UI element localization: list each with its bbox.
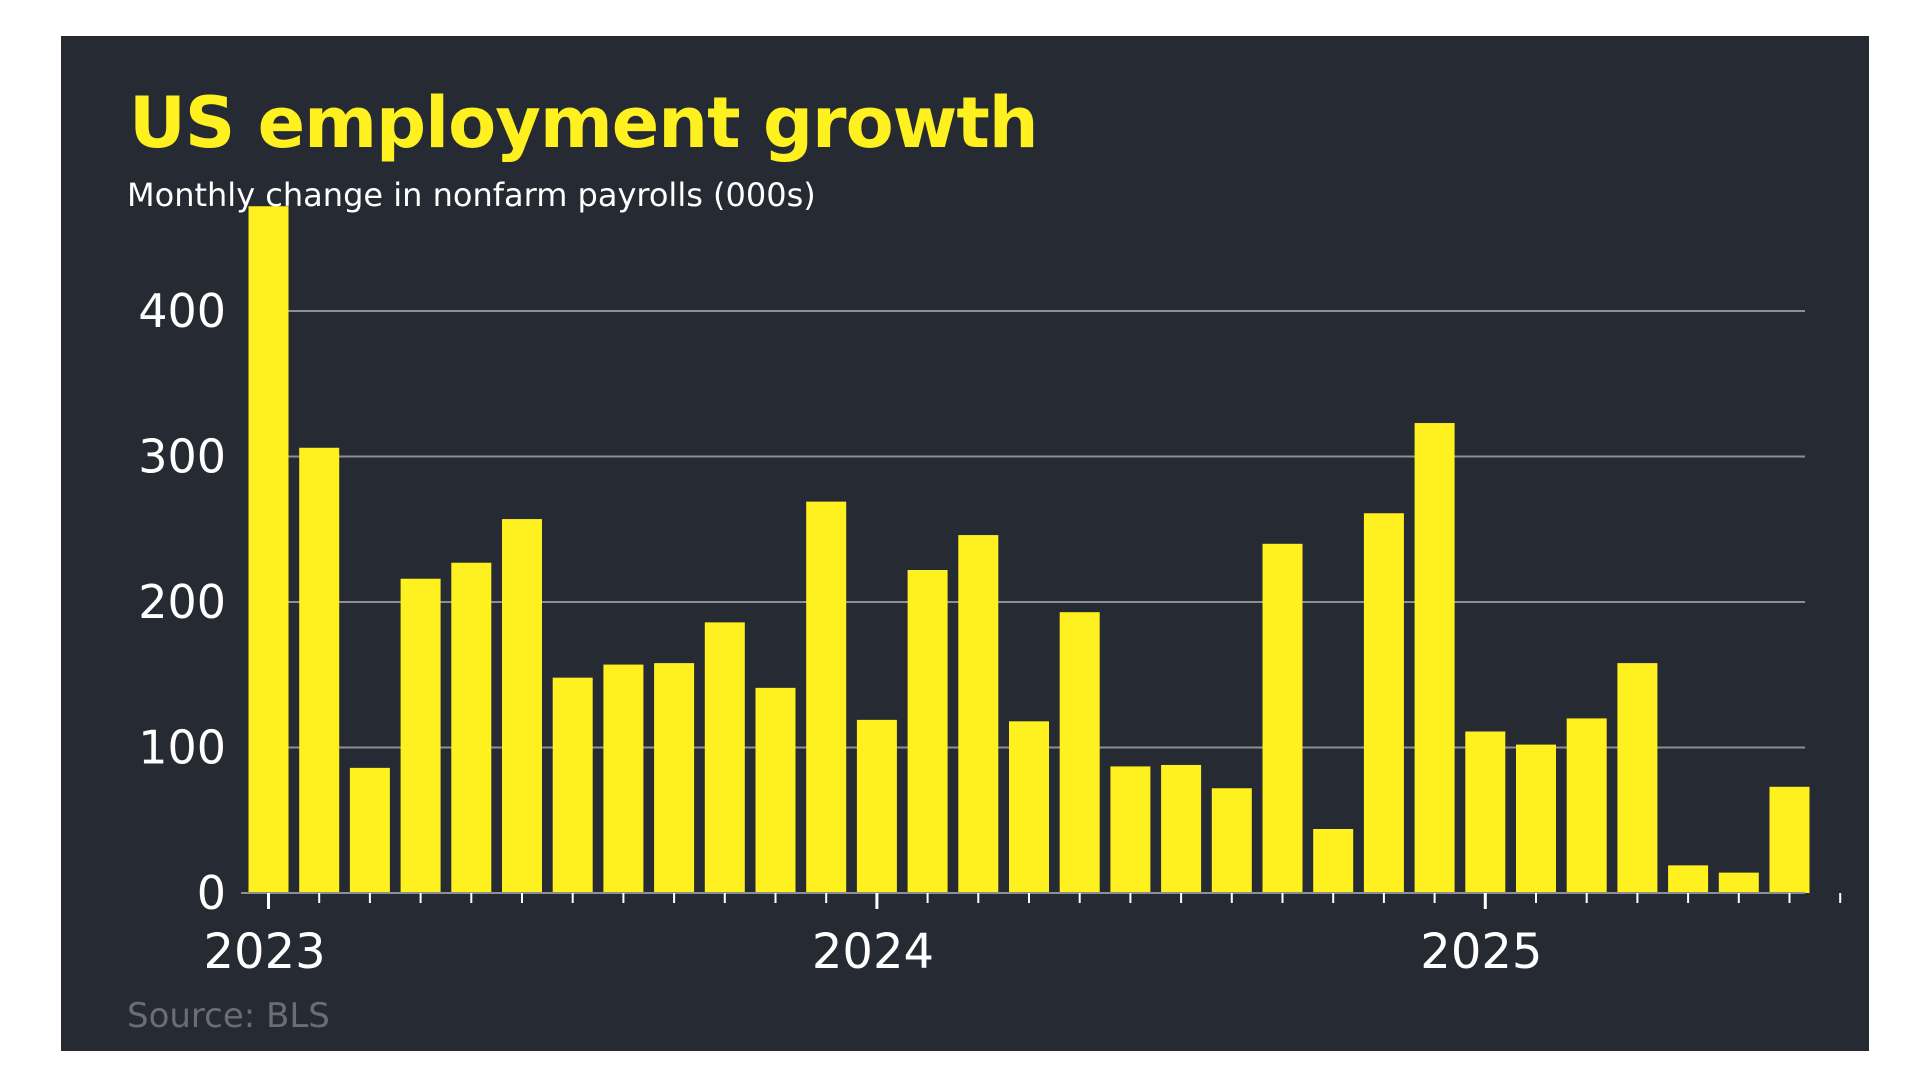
bar bbox=[248, 206, 289, 894]
bar bbox=[654, 663, 695, 893]
bar bbox=[704, 622, 745, 893]
bar bbox=[502, 519, 542, 893]
bar bbox=[1262, 543, 1303, 893]
bar bbox=[1009, 721, 1049, 893]
bar bbox=[1414, 423, 1455, 893]
chart-title: US employment growth bbox=[129, 82, 1039, 164]
bar bbox=[349, 767, 390, 893]
chart-panel: US employment growth Monthly change in n… bbox=[61, 36, 1869, 1051]
bar bbox=[1668, 865, 1709, 893]
y-tick-label: 200 bbox=[138, 575, 226, 629]
bar bbox=[1059, 612, 1100, 893]
y-tick-label: 400 bbox=[138, 284, 226, 338]
bar bbox=[958, 535, 999, 893]
x-tick-label: 2024 bbox=[812, 924, 934, 980]
bar bbox=[1161, 764, 1202, 893]
bar bbox=[806, 501, 847, 893]
bar bbox=[451, 562, 492, 893]
chart-subtitle: Monthly change in nonfarm payrolls (000s… bbox=[127, 176, 816, 214]
bar bbox=[856, 719, 897, 893]
bar bbox=[907, 569, 948, 893]
bar bbox=[1769, 786, 1810, 893]
bar bbox=[1516, 744, 1556, 893]
bar bbox=[552, 677, 593, 893]
bar bbox=[400, 578, 441, 893]
bar bbox=[1566, 718, 1607, 893]
y-tick-label: 0 bbox=[197, 866, 226, 920]
bar bbox=[1718, 872, 1759, 893]
x-tick-label: 2025 bbox=[1420, 924, 1542, 980]
bar bbox=[1363, 513, 1404, 893]
bar bbox=[1465, 731, 1506, 893]
bar bbox=[1617, 663, 1658, 893]
bar bbox=[755, 687, 796, 893]
y-tick-label: 300 bbox=[138, 430, 226, 484]
x-tick-label: 2023 bbox=[204, 924, 326, 980]
bar-chart: 0 100 200 300 400 2023 2024 2025 bbox=[138, 206, 1842, 980]
bar bbox=[1110, 766, 1151, 893]
source-note: Source: BLS bbox=[127, 996, 330, 1036]
y-tick-label: 100 bbox=[138, 721, 226, 775]
bar bbox=[299, 447, 340, 893]
bar bbox=[1313, 828, 1354, 893]
bar bbox=[603, 664, 644, 893]
bar bbox=[1211, 788, 1252, 893]
